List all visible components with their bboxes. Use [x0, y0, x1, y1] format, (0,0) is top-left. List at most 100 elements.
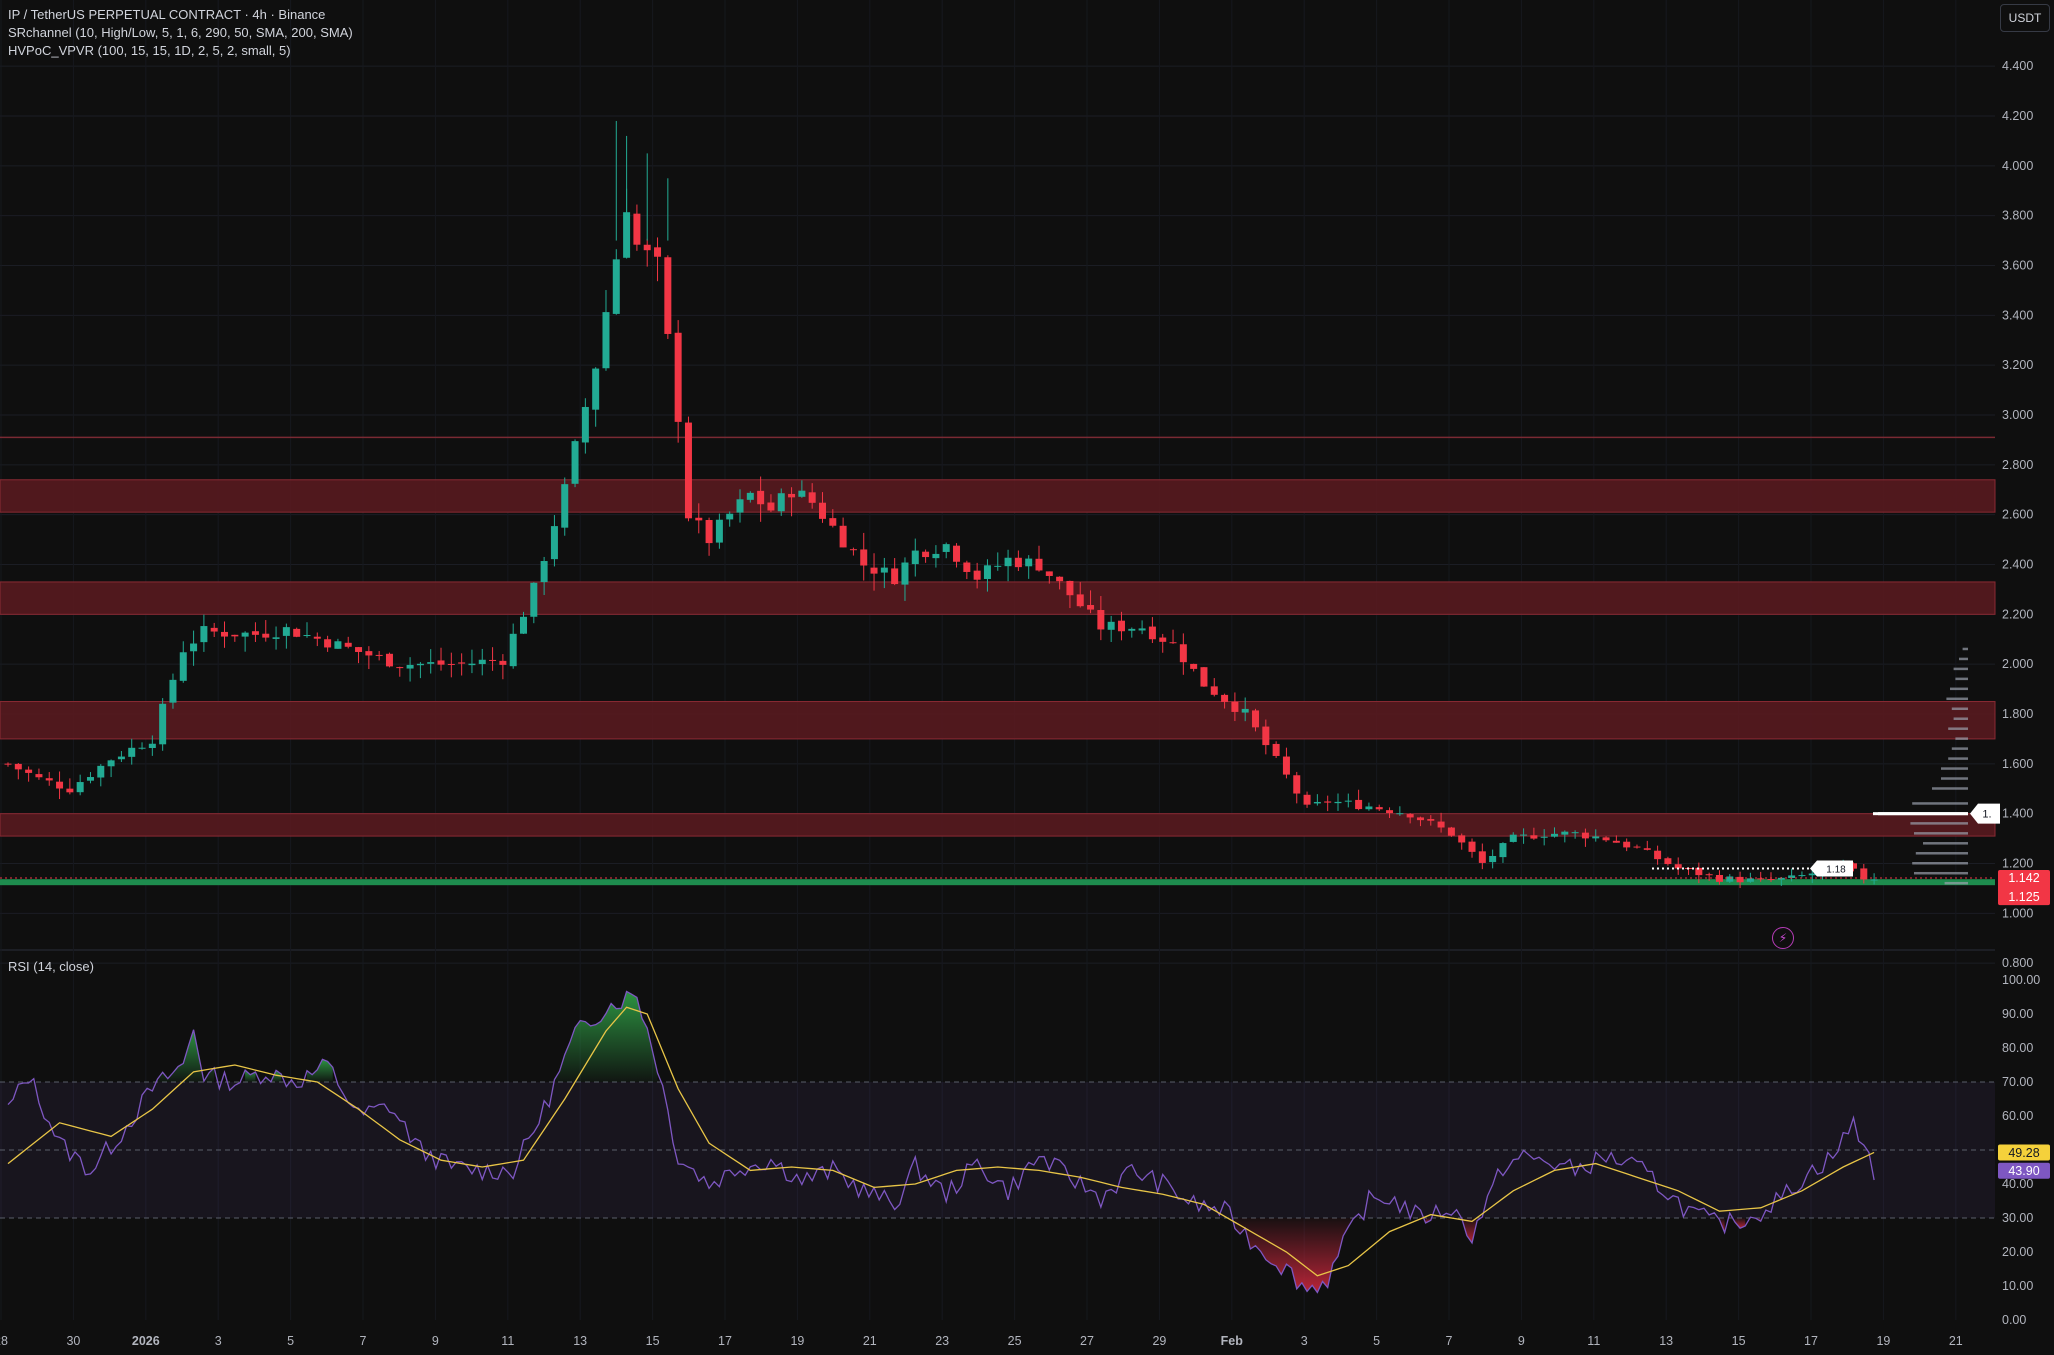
- candle-body: [66, 788, 74, 793]
- candle-body: [1643, 848, 1651, 850]
- volume-profile-row: [1923, 842, 1968, 845]
- rsi-tick-label: 60.00: [2002, 1109, 2033, 1123]
- sr-zone: [0, 701, 1996, 740]
- rsi-title[interactable]: RSI (14, close): [8, 959, 94, 974]
- lightning-icon[interactable]: ⚡: [1772, 927, 1794, 949]
- candle-body: [1602, 837, 1610, 841]
- candle-body: [870, 567, 878, 574]
- indicator-srchannel[interactable]: SRchannel (10, High/Low, 5, 1, 6, 290, 5…: [8, 25, 353, 40]
- candle-body: [1849, 863, 1857, 869]
- volume-profile-row: [1932, 787, 1968, 790]
- volume-profile-row: [1941, 777, 1968, 780]
- currency-button[interactable]: USDT: [2000, 4, 2050, 32]
- rsi-tick-label: 40.00: [2002, 1177, 2033, 1191]
- symbol-title[interactable]: IP / TetherUS PERPETUAL CONTRACT · 4h · …: [8, 7, 326, 22]
- candle-body: [1004, 557, 1012, 567]
- volume-profile-row: [1914, 832, 1968, 835]
- candle-body: [416, 663, 424, 666]
- candle-body: [1293, 775, 1301, 794]
- candle-body: [1633, 846, 1641, 848]
- candle-body: [1272, 743, 1280, 756]
- candle-body: [1808, 873, 1816, 876]
- price-axis[interactable]: 0.800 1.000 1.200 1.400 1.600 1.800 2.000 2.200…: [2002, 59, 2040, 1327]
- candle-body: [1014, 557, 1022, 568]
- candle-body: [1551, 833, 1558, 837]
- candle-body: [231, 634, 239, 637]
- candle-body: [1344, 800, 1352, 802]
- candle-body: [251, 631, 259, 635]
- candle-body: [1190, 663, 1198, 669]
- candle-body: [1509, 834, 1517, 842]
- candle-body: [818, 502, 826, 519]
- candle-body: [1427, 819, 1435, 821]
- low-price-badge-label: 1.125: [2008, 890, 2039, 904]
- candle-body: [221, 631, 229, 637]
- candle-body: [757, 490, 765, 505]
- time-tick-label: 30: [66, 1334, 80, 1348]
- rsi-value-badge-label: 43.90: [2008, 1164, 2039, 1178]
- candle-body: [942, 544, 950, 552]
- time-axis[interactable]: 28 30 2026 3 5 7 9 11 13 15 17 19 21 23 25 27 29 Feb 3 5 7 9 1…: [0, 1334, 1963, 1348]
- time-tick-label: 15: [646, 1334, 660, 1348]
- candle-body: [705, 520, 713, 544]
- candle-body: [654, 247, 662, 257]
- candle-body: [1282, 756, 1290, 775]
- candle-body: [56, 781, 64, 789]
- candle-body: [1416, 817, 1424, 821]
- poc-badge-label: 1.: [1982, 809, 1991, 821]
- volume-profile-row: [1948, 757, 1968, 760]
- candle-body: [293, 628, 301, 637]
- price-tick-label: 3.600: [2002, 258, 2033, 272]
- candle-body: [1777, 877, 1785, 880]
- candle-body: [643, 244, 651, 251]
- time-tick-label: 19: [1876, 1334, 1890, 1348]
- candle-body: [25, 769, 33, 773]
- volume-profile-row: [1915, 852, 1968, 855]
- candle-body: [1715, 874, 1723, 882]
- candle-body: [1623, 841, 1631, 848]
- price-tick-label: 3.000: [2002, 408, 2033, 422]
- time-tick-label: 13: [1659, 1334, 1673, 1348]
- candle-body: [581, 406, 589, 443]
- rsi-ma-badge-label: 49.28: [2008, 1146, 2039, 1160]
- candle-body: [715, 519, 723, 543]
- candle-body: [1097, 610, 1105, 630]
- volume-profile-row: [1941, 767, 1968, 770]
- volume-profile-row: [1953, 667, 1968, 671]
- price-tick-label: 3.800: [2002, 209, 2033, 223]
- candle-body: [190, 643, 198, 652]
- candle-body: [808, 492, 816, 503]
- indicator-hvpoc-vpvr[interactable]: HVPoC_VPVR (100, 15, 15, 1D, 2, 5, 2, sm…: [8, 43, 291, 58]
- candle-body: [406, 664, 414, 669]
- price-tick-label: 3.400: [2002, 308, 2033, 322]
- candle-body: [1540, 836, 1548, 838]
- candle-body: [148, 743, 156, 749]
- candle-body: [1571, 832, 1579, 834]
- volume-profile-row: [1946, 697, 1968, 701]
- candle-body: [849, 549, 857, 551]
- candle-body: [983, 565, 991, 579]
- rsi-line: [7, 990, 1875, 1294]
- dotted-level-badge: [1810, 860, 1853, 877]
- candle-body: [437, 660, 445, 665]
- candle-body: [901, 562, 909, 585]
- candle-body: [1798, 875, 1806, 877]
- time-tick-label: 9: [432, 1334, 439, 1348]
- time-tick-label: 3: [1301, 1334, 1308, 1348]
- time-tick-label: 11: [1587, 1334, 1600, 1348]
- candle-body: [1767, 879, 1775, 881]
- candle-body: [1035, 558, 1043, 571]
- candle-body: [1138, 628, 1146, 631]
- candle-body: [1530, 835, 1538, 839]
- candle-body: [1117, 620, 1125, 632]
- volume-profile-row: [1912, 802, 1968, 805]
- candle-body: [1025, 558, 1033, 567]
- volume-profile-row: [1953, 717, 1968, 720]
- candle-body: [1386, 810, 1394, 814]
- price-tick-label: 2.200: [2002, 607, 2033, 621]
- rsi-ma-line: [7, 1006, 1875, 1277]
- candle-body: [1241, 708, 1249, 713]
- candle-body: [1087, 605, 1095, 610]
- candle-body: [1612, 840, 1620, 843]
